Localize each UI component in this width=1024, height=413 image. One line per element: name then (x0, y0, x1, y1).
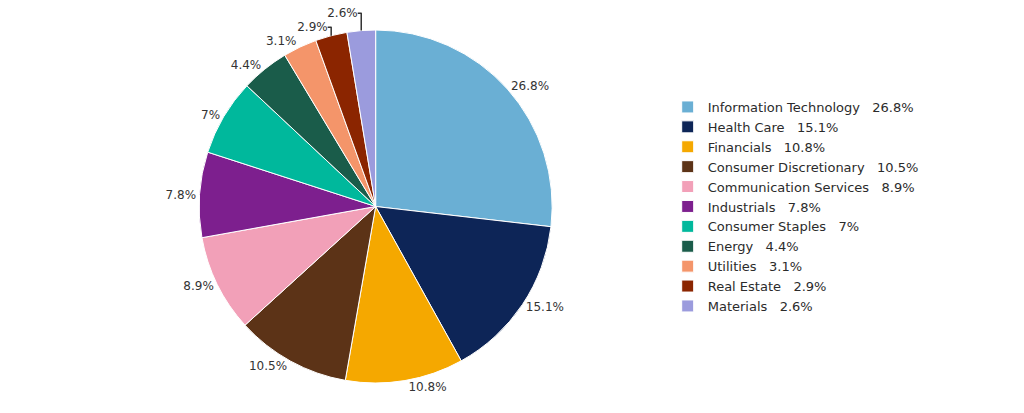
svg-text:2.6%: 2.6% (327, 6, 358, 20)
svg-text:Utilities 3.1%: Utilities 3.1% (708, 259, 802, 274)
svg-text:Real Estate 2.9%: Real Estate 2.9% (708, 279, 827, 294)
svg-text:8.9%: 8.9% (183, 279, 214, 293)
svg-text:7.8%: 7.8% (166, 188, 197, 202)
svg-text:15.1%: 15.1% (526, 300, 564, 314)
svg-text:26.8%: 26.8% (511, 79, 549, 93)
svg-text:7%: 7% (201, 108, 220, 122)
svg-text:Consumer Staples 7%: Consumer Staples 7% (708, 219, 859, 234)
svg-text:Energy 4.4%: Energy 4.4% (708, 239, 799, 254)
svg-text:Communication Services 8.9%: Communication Services 8.9% (708, 180, 915, 195)
svg-text:Consumer Discretionary 10.5%: Consumer Discretionary 10.5% (708, 160, 919, 175)
svg-text:10.5%: 10.5% (249, 359, 287, 373)
svg-text:2.9%: 2.9% (297, 20, 328, 34)
svg-text:Financials 10.8%: Financials 10.8% (708, 140, 825, 155)
svg-text:3.1%: 3.1% (266, 34, 297, 48)
svg-text:10.8%: 10.8% (408, 380, 446, 394)
svg-text:Materials 2.6%: Materials 2.6% (708, 299, 813, 314)
svg-text:Health Care 15.1%: Health Care 15.1% (708, 120, 839, 135)
svg-text:4.4%: 4.4% (231, 58, 262, 72)
svg-text:Information Technology 26.8%: Information Technology 26.8% (708, 100, 914, 115)
svg-text:Industrials 7.8%: Industrials 7.8% (708, 200, 821, 215)
